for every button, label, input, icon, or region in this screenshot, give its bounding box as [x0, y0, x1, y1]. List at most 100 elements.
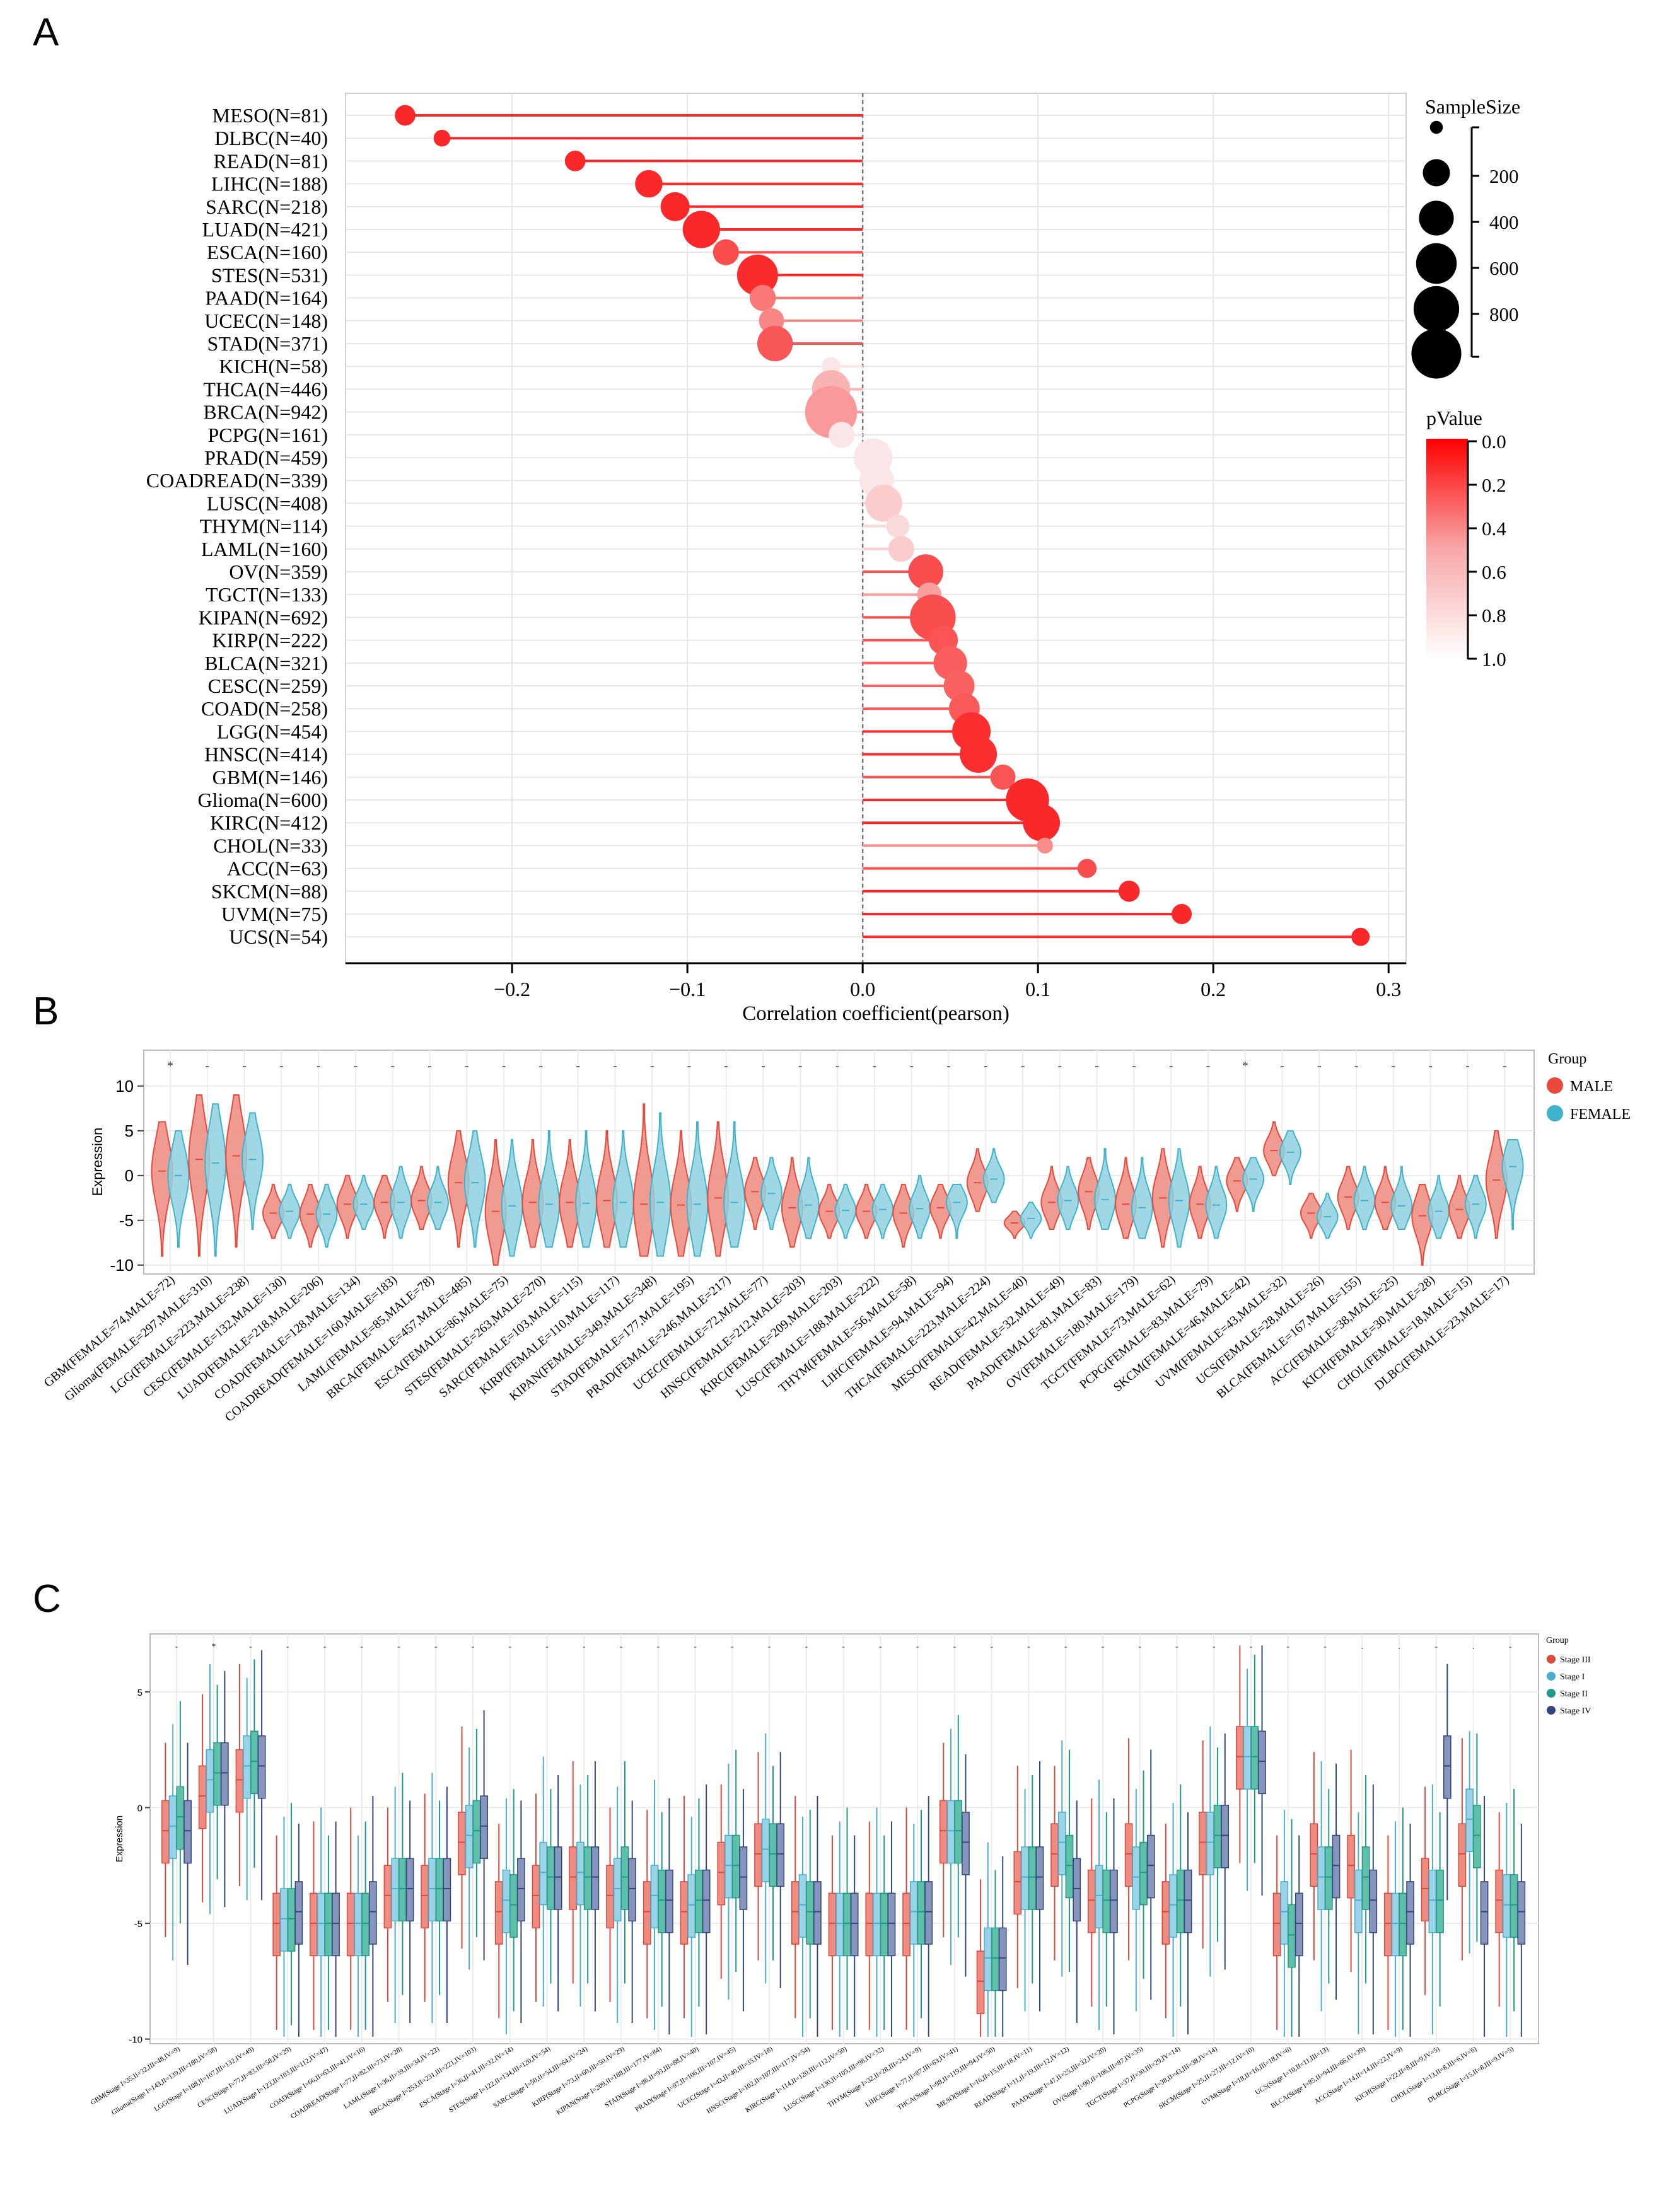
- panel-a-size-legend-label: 200: [1489, 165, 1519, 187]
- panel-b-violin-female: [723, 1121, 746, 1248]
- panel-b-violin-male: [447, 1130, 470, 1248]
- panel-a-x-tick-label: 0.1: [1025, 978, 1050, 1000]
- panel-c-significance-mark: -: [1213, 1642, 1216, 1652]
- panel-c-box: [1280, 1881, 1289, 1945]
- panel-c-box: [161, 1800, 170, 1864]
- panel-c-box: [1021, 1846, 1029, 1910]
- panel-c-box: [532, 1865, 540, 1929]
- panel-c-box: [1139, 1841, 1148, 1906]
- panel-a-category-label: ACC(N=63): [227, 857, 328, 880]
- panel-a-category-label: BLCA(N=321): [204, 652, 328, 675]
- panel-a-color-legend: 0.0 0.2 0.4 0.6 0.8 1.0: [1467, 431, 1506, 670]
- panel-c-box: [1184, 1869, 1192, 1933]
- panel-a-stems: [405, 114, 1361, 939]
- panel-c-legend-label: Stage I: [1560, 1672, 1585, 1682]
- panel-c-box: [695, 1869, 703, 1933]
- panel-c-box: [924, 1881, 933, 1945]
- panel-c-box: [1503, 1874, 1511, 1938]
- panel-b-violin-female: [1168, 1148, 1190, 1248]
- panel-a-category-label: Glioma(N=600): [198, 789, 328, 811]
- panel-c-box: [1406, 1881, 1414, 1945]
- panel-c-significance-mark: -: [249, 1642, 252, 1652]
- panel-c-y-tick-label: -10: [129, 2035, 143, 2046]
- panel-c-box: [687, 1874, 696, 1938]
- panel-c-box: [1073, 1858, 1081, 1922]
- panel-a-size-legend-label: 800: [1489, 303, 1519, 325]
- panel-b-significance-mark: -: [1169, 1059, 1173, 1073]
- panel-c-significance-mark: -: [879, 1642, 882, 1652]
- panel-a-category-label: UCEC(N=148): [204, 310, 328, 332]
- panel-c-legend-swatch: [1547, 1655, 1556, 1664]
- panel-b-legend-title: Group: [1548, 1051, 1586, 1067]
- panel-c-y-axis-title: Expression: [114, 1815, 125, 1862]
- panel-c-box: [1399, 1892, 1407, 1957]
- panel-a-dot: [757, 325, 793, 362]
- panel-b-significance-mark: -: [1206, 1059, 1211, 1073]
- panel-c-box: [1258, 1730, 1266, 1795]
- panel-c-box: [665, 1869, 673, 1933]
- panel-c-box: [494, 1881, 503, 1945]
- panel-a-x-axis-title: Correlation coefficient(pearson): [742, 1002, 1009, 1025]
- panel-a-category-label: LUSC(N=408): [207, 492, 328, 514]
- panel-c-legend: Stage III Stage I Stage II Stage IV: [1547, 1655, 1591, 1716]
- panel-a-size-legend-label: 600: [1489, 257, 1519, 279]
- panel-b-significance: * - - - - - - - - - - - - - - - - - - - - - - - - - - - - * - - - - - - -: [167, 1059, 1507, 1073]
- panel-c-y-tick-label: 0: [137, 1803, 143, 1814]
- panel-c-box: [1199, 1812, 1207, 1875]
- panel-a-category-label: STES(N=531): [211, 263, 328, 286]
- panel-c-box: [221, 1742, 229, 1806]
- panel-c-legend-swatch: [1547, 1706, 1556, 1715]
- panel-b-violin-female: [1501, 1139, 1524, 1230]
- panel-a-category-label: COAD(N=258): [201, 697, 328, 720]
- panel-c-box: [1480, 1881, 1489, 1945]
- panel-b-violins: [151, 1094, 1524, 1266]
- panel-b-violin-female: [501, 1139, 523, 1257]
- panel-c-significance-mark: .: [1361, 1642, 1363, 1652]
- panel-letter-a: A: [33, 11, 59, 54]
- panel-b-y-tick-label: 5: [125, 1121, 134, 1140]
- panel-a-x-tick-label: −0.2: [494, 978, 530, 1000]
- panel-c-box: [865, 1892, 874, 1957]
- panel-b-significance-mark: -: [205, 1059, 209, 1073]
- panel-b-significance-mark: -: [242, 1059, 247, 1073]
- panel-b-significance-mark: -: [1057, 1059, 1062, 1073]
- panel-c-box: [1176, 1869, 1185, 1933]
- panel-c-box: [1317, 1846, 1325, 1910]
- panel-b-significance-mark: -: [761, 1059, 765, 1073]
- panel-b-violin-female: [982, 1148, 1005, 1203]
- panel-c-significance-mark: -: [1064, 1642, 1068, 1652]
- panel-b-y-tick-label: 0: [125, 1166, 134, 1185]
- panel-c-box: [405, 1858, 414, 1922]
- panel-c-box: [480, 1795, 488, 1859]
- panel-c-significance-mark: .: [1472, 1642, 1475, 1652]
- panel-c-box-chart: - * - - - - - - - - - - - - - - - - - - - - - - - - - - - - - -.. -. - 5 0…: [90, 1633, 1591, 2121]
- panel-c-significance-mark: -: [1138, 1642, 1141, 1652]
- panel-c-significance-mark: -: [1027, 1642, 1030, 1652]
- panel-a-category-label: LIHC(N=188): [211, 173, 328, 195]
- panel-b-category-label: UCEC(FEMALE=72,MALE=77): [631, 1273, 771, 1393]
- panel-b-legend-swatch: [1547, 1077, 1563, 1094]
- panel-c-significance-mark: -: [657, 1642, 660, 1652]
- panel-b-violin-male: [966, 1148, 989, 1212]
- panel-c-box: [791, 1881, 800, 1945]
- panel-c-box: [658, 1869, 666, 1933]
- panel-b-violin-female: [315, 1184, 338, 1248]
- panel-c-box: [435, 1858, 444, 1922]
- panel-b-significance-mark: -: [873, 1059, 877, 1073]
- panel-b-violin-female: [204, 1103, 227, 1257]
- panel-b-violin-female: [686, 1121, 709, 1257]
- panel-b-violin-female: [1464, 1174, 1487, 1239]
- panel-c-box: [539, 1841, 548, 1906]
- panel-a-size-legend-dot: [1416, 243, 1457, 284]
- panel-b-significance-mark: -: [1021, 1059, 1025, 1073]
- panel-c-box: [976, 1950, 985, 2015]
- panel-a-size-legend-dot: [1419, 200, 1454, 236]
- panel-c-box: [1132, 1846, 1141, 1910]
- panel-c-box: [183, 1800, 192, 1864]
- panel-c-box: [1050, 1823, 1059, 1887]
- panel-c-box: [798, 1874, 807, 1938]
- panel-c-box: [250, 1730, 259, 1795]
- panel-a-category-label: PRAD(N=459): [204, 446, 328, 469]
- panel-c-box: [583, 1846, 592, 1910]
- panel-b-violin-female: [1205, 1166, 1228, 1239]
